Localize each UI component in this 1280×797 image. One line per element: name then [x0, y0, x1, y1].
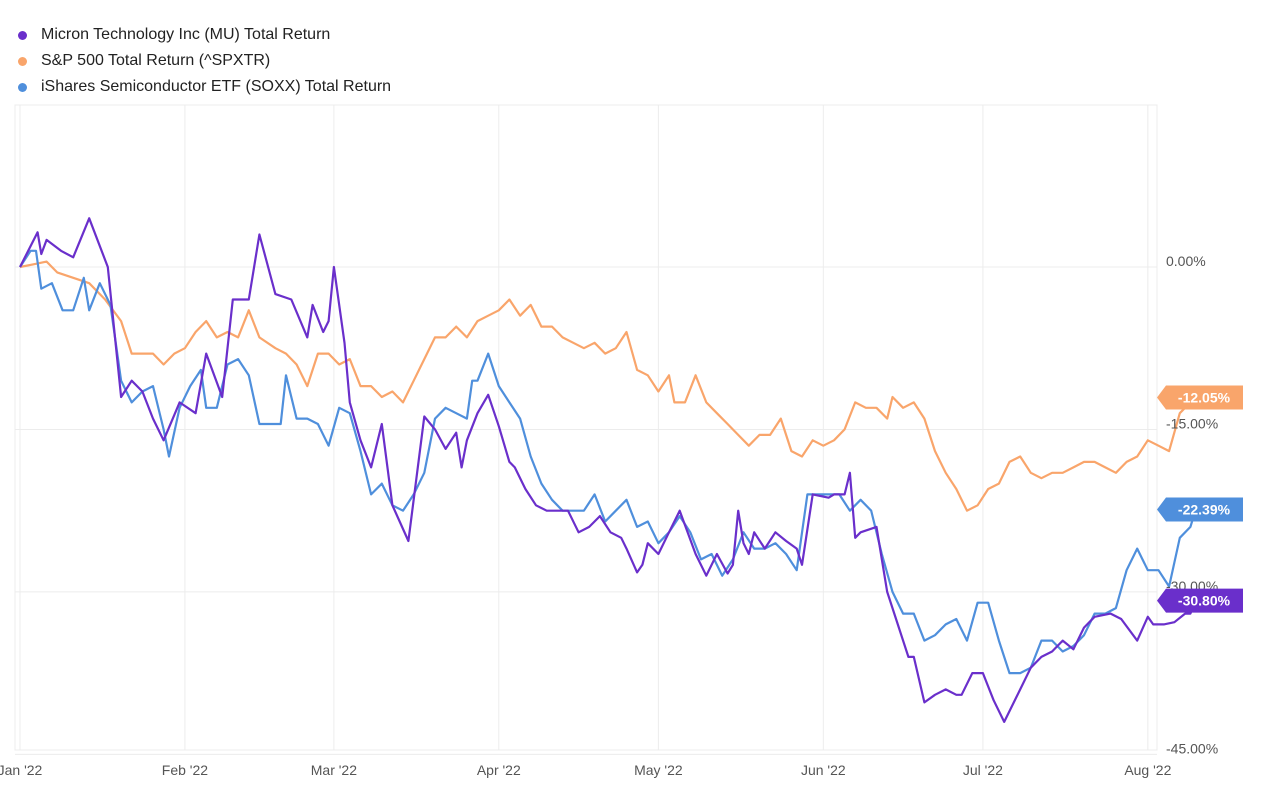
- grid-lines: [15, 105, 1157, 754]
- chart-canvas: 0.00%-15.00%-30.00%-45.00% Jan '22 Feb '2…: [0, 0, 1280, 797]
- x-axis-labels: Jan '22 Feb '22 Mar '22 Apr '22 May '22 Jun '…: [0, 762, 1172, 778]
- end-tag-label-mu: -30.80%: [1178, 593, 1231, 609]
- x-tick-label: Feb '22: [162, 762, 208, 778]
- plot-frame: [15, 105, 1157, 750]
- y-tick-label: 0.00%: [1166, 253, 1206, 269]
- x-tick-label: Jul '22: [963, 762, 1003, 778]
- series-line-spxtr[interactable]: [20, 262, 1196, 511]
- x-tick-label: Aug '22: [1124, 762, 1171, 778]
- y-tick-label: -45.00%: [1166, 740, 1218, 756]
- end-tag-spxtr: -12.05%: [1157, 386, 1243, 410]
- series-line-soxx[interactable]: [20, 251, 1196, 673]
- series-layer: [20, 218, 1196, 722]
- x-tick-label: Apr '22: [477, 762, 521, 778]
- end-tag-label-soxx: -22.39%: [1178, 501, 1231, 517]
- x-tick-label: Jun '22: [801, 762, 846, 778]
- x-tick-label: Jan '22: [0, 762, 43, 778]
- end-tag-label-spxtr: -12.05%: [1178, 390, 1231, 406]
- x-tick-label: May '22: [634, 762, 683, 778]
- end-tag-mu: -30.80%: [1157, 589, 1243, 613]
- end-tag-soxx: -22.39%: [1157, 497, 1243, 521]
- y-tick-label: -15.00%: [1166, 415, 1218, 431]
- x-tick-label: Mar '22: [311, 762, 357, 778]
- series-line-mu[interactable]: [20, 218, 1196, 722]
